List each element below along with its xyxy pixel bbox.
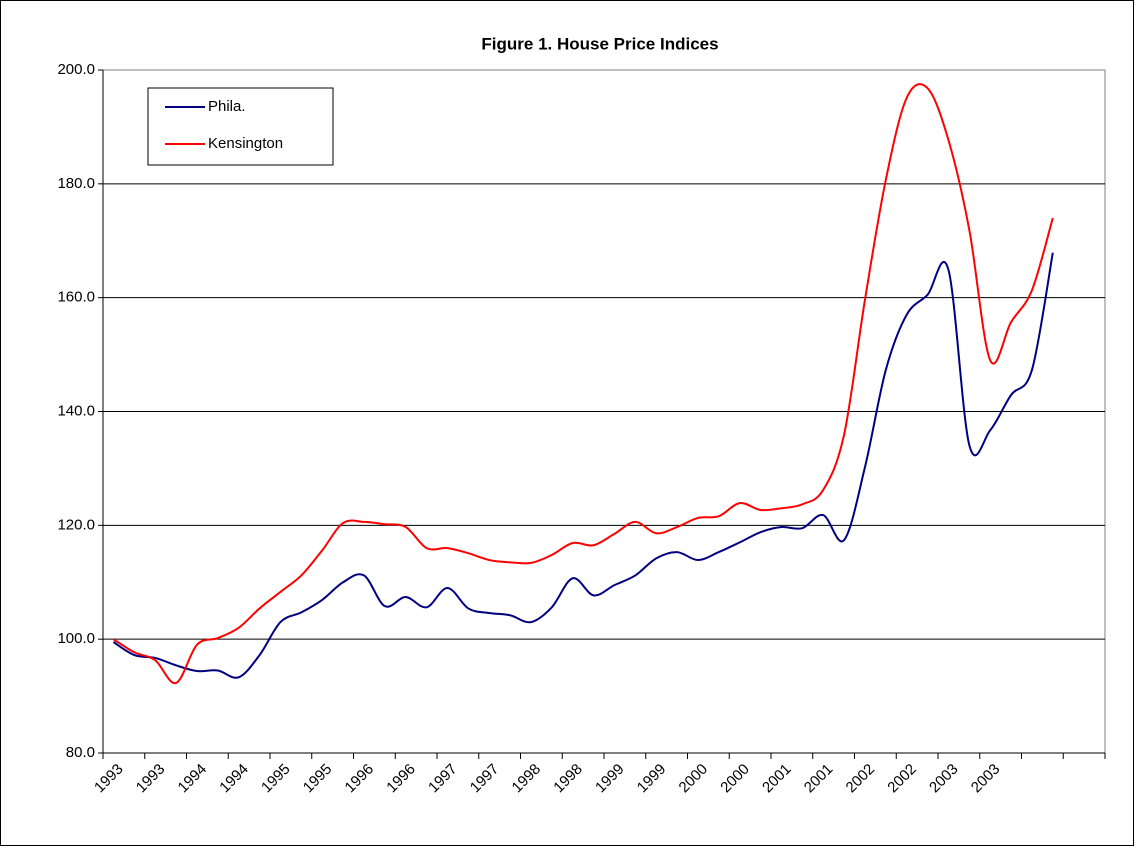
legend-label: Phila.: [208, 98, 246, 115]
legend-box: [147, 87, 334, 166]
y-tick-label: 180.0: [57, 175, 95, 192]
y-tick-label: 100.0: [57, 630, 95, 647]
y-tick-label: 160.0: [57, 289, 95, 306]
series-line: [112, 252, 1054, 679]
y-tick-label: 120.0: [57, 516, 95, 533]
y-tick-label: 80.0: [66, 744, 95, 761]
legend-label: Kensington: [208, 135, 283, 152]
series-line: [112, 83, 1054, 684]
y-tick-label: 200.0: [57, 61, 95, 78]
y-tick-label: 140.0: [57, 402, 95, 419]
chart-title: Figure 1. House Price Indices: [481, 34, 718, 53]
